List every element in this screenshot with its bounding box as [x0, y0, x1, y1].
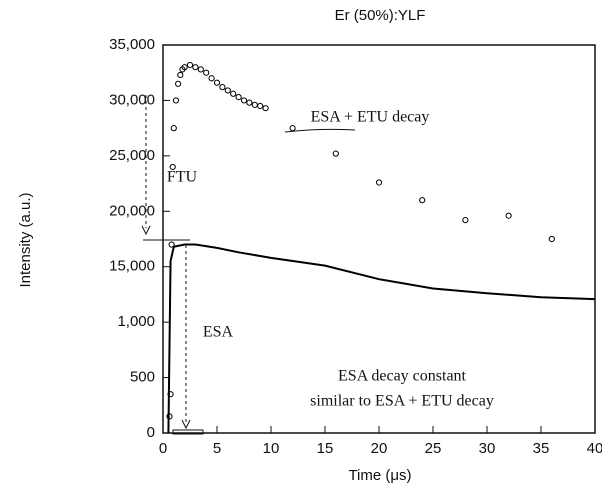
data-point	[186, 61, 194, 69]
x-tick-label: 30	[479, 440, 496, 457]
x-tick-label: 5	[213, 440, 221, 457]
y-tick-label: 30,000	[109, 91, 155, 108]
data-point	[203, 69, 210, 76]
data-point	[505, 212, 512, 219]
y-axis-label: Intensity (a.u.)	[17, 192, 34, 287]
annotation: similar to ESA + ETU decay	[310, 393, 494, 410]
arrows	[141, 95, 356, 435]
annotation: ESA	[203, 324, 234, 341]
y-tick-label: 35,000	[109, 36, 155, 53]
data-point	[462, 217, 469, 224]
y-tick-label: 25,000	[109, 147, 155, 164]
x-tick-label: 10	[263, 440, 280, 457]
annotation: ESA decay constant	[338, 368, 467, 385]
data-point	[235, 94, 242, 101]
data-point	[177, 71, 184, 79]
data-point	[332, 150, 339, 157]
data-point	[175, 80, 182, 87]
y-tick-label: 15,000	[109, 258, 155, 275]
data-point	[169, 163, 176, 171]
y-tick-label: 1,000	[117, 313, 155, 330]
data-point	[548, 235, 555, 243]
data-point	[170, 125, 177, 132]
data-point	[246, 99, 253, 106]
data-point	[262, 105, 269, 112]
x-tick-label: 0	[159, 440, 167, 457]
y-tick-label: 500	[130, 369, 155, 386]
data-line	[167, 243, 596, 434]
x-tick-label: 15	[317, 440, 334, 457]
y-tick-label: 20,000	[109, 202, 155, 219]
data-point	[224, 87, 231, 94]
data-point	[240, 97, 248, 104]
data-point	[257, 102, 264, 110]
x-tick-label: 35	[533, 440, 550, 457]
data-point	[197, 66, 204, 73]
data-point	[230, 90, 237, 97]
annotation: FTU	[167, 169, 198, 186]
data-point	[289, 125, 296, 132]
data-point	[251, 101, 258, 108]
data-point	[168, 241, 175, 248]
x-tick-label: 25	[425, 440, 442, 457]
chart-title: Er (50%):YLF	[335, 7, 426, 24]
y-tick-label: 0	[147, 424, 155, 441]
annotation: ESA + ETU decay	[311, 109, 430, 126]
data-point	[208, 75, 215, 82]
x-axis-label: Time (μs)	[348, 467, 411, 484]
data-point	[192, 64, 199, 71]
data-point	[219, 84, 226, 91]
data-point	[375, 179, 383, 186]
x-tick-label: 40	[587, 440, 602, 457]
x-tick-label: 20	[371, 440, 388, 457]
data-point	[181, 64, 188, 71]
data-point	[213, 79, 221, 86]
data-point	[419, 197, 426, 204]
data-point	[172, 97, 180, 104]
